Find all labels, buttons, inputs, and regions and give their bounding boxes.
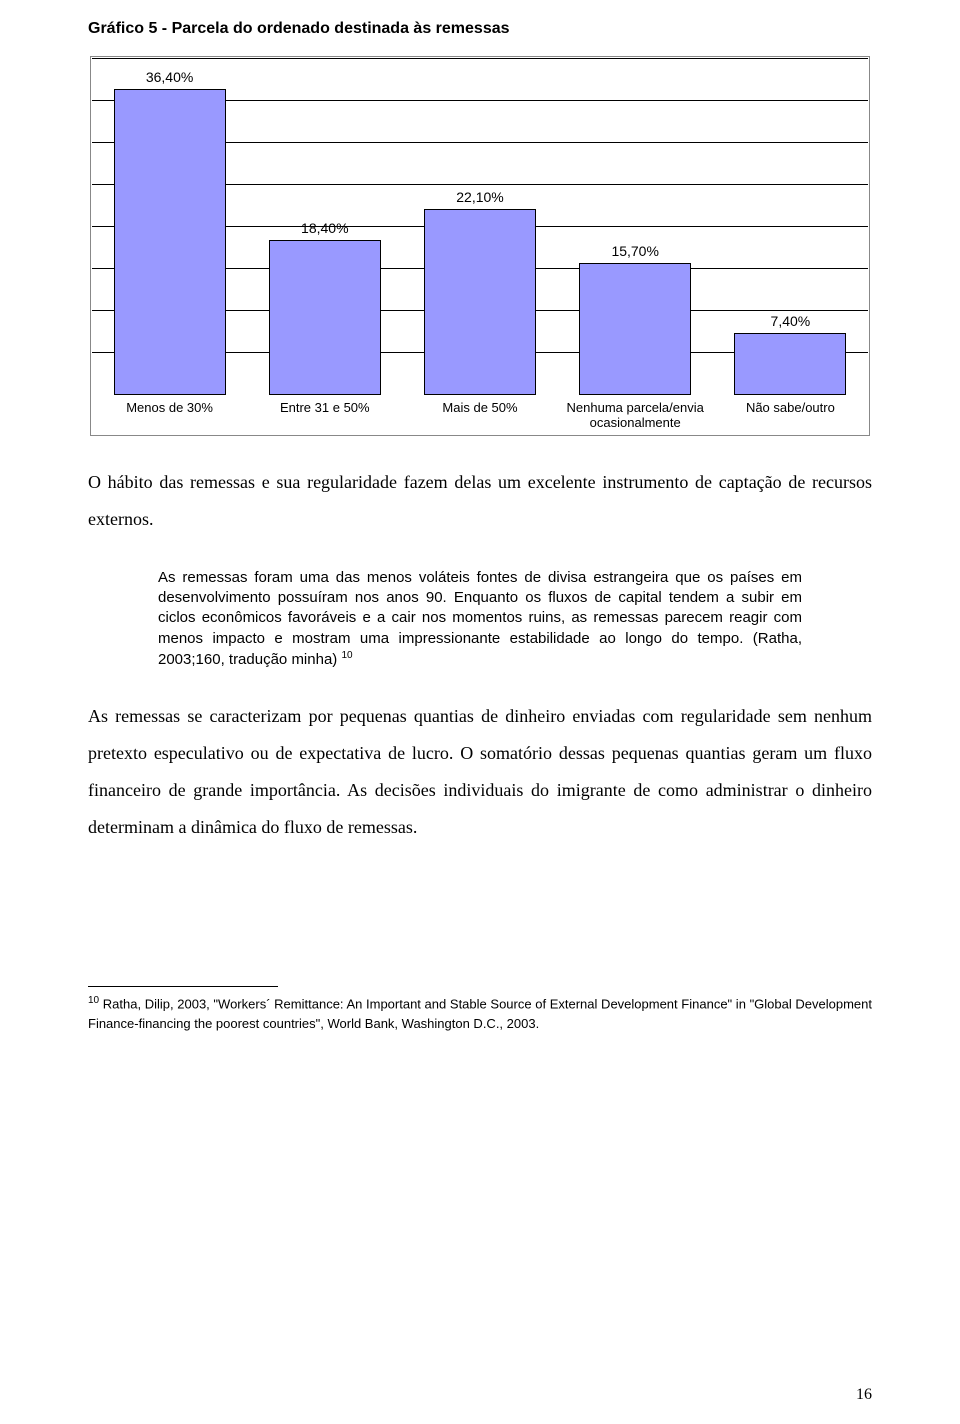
bar-chart: 36,40% 18,40% 22,10% 15,70% 7,40% Menos de 3… xyxy=(90,56,870,436)
paragraph-1: O hábito das remessas e sua regularidade… xyxy=(88,464,872,538)
bar-value-label: 15,70% xyxy=(579,243,691,259)
bar-value-label: 18,40% xyxy=(269,220,381,236)
bar-value-label: 22,10% xyxy=(424,189,536,205)
footnote: 10 Ratha, Dilip, 2003, "Workers´ Remitta… xyxy=(88,993,872,1035)
bar-value-label: 36,40% xyxy=(114,69,226,85)
x-axis-label: Menos de 30% xyxy=(92,401,247,416)
quote-footnote-ref: 10 xyxy=(341,650,352,661)
x-axis-label: Não sabe/outro xyxy=(713,401,868,416)
x-axis-label: Entre 31 e 50% xyxy=(247,401,402,416)
footnote-separator xyxy=(88,986,278,987)
bar-value-label: 7,40% xyxy=(734,313,846,329)
quote-text: As remessas foram uma das menos voláteis… xyxy=(158,569,802,668)
footnote-text: Ratha, Dilip, 2003, "Workers´ Remittance… xyxy=(88,996,872,1031)
x-axis-label: Mais de 50% xyxy=(402,401,557,416)
page-number: 16 xyxy=(856,1386,872,1404)
paragraph-2: As remessas se caracterizam por pequenas… xyxy=(88,698,872,846)
block-quote: As remessas foram uma das menos voláteis… xyxy=(158,568,802,670)
chart-title: Gráfico 5 - Parcela do ordenado destinad… xyxy=(88,20,872,38)
x-axis-label: Nenhuma parcela/enviaocasionalmente xyxy=(558,401,713,431)
footnote-number: 10 xyxy=(88,995,99,1006)
